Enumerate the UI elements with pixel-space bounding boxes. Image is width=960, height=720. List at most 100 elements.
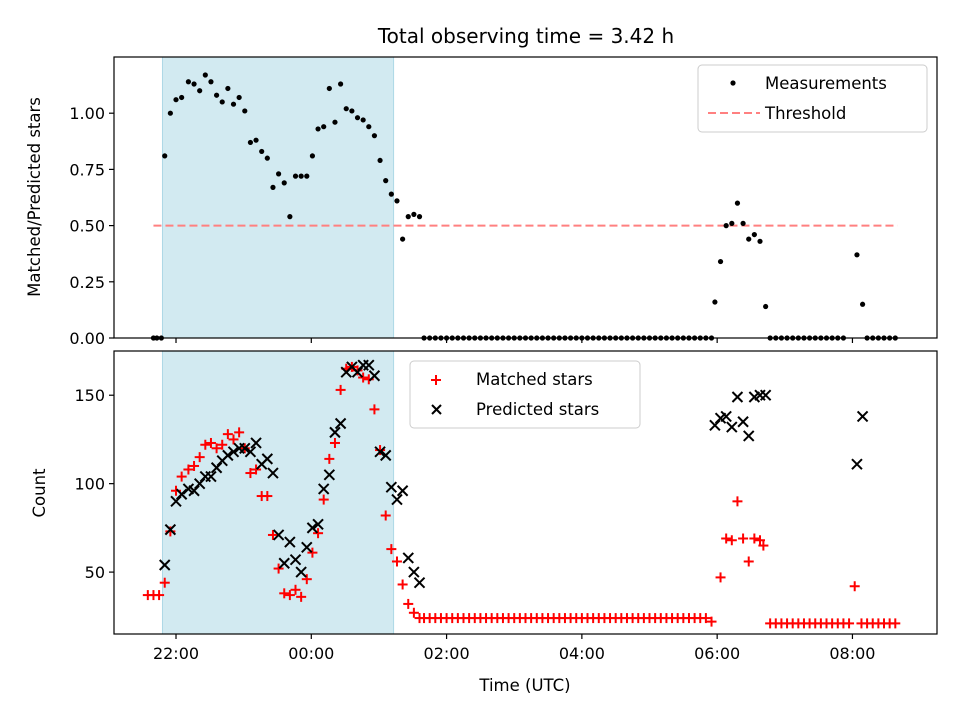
measurement-point <box>292 173 299 179</box>
predicted-star-point <box>250 437 262 449</box>
matched-star-point <box>754 535 765 546</box>
top-y-axis-label: Matched/Predicted stars <box>25 97 44 297</box>
bottom-y-axis-label: Count <box>30 468 49 518</box>
measurement-point <box>213 92 220 98</box>
measurement-point <box>230 101 237 107</box>
measurement-point <box>338 81 344 87</box>
y-tick-label: 0.25 <box>69 273 105 292</box>
y-tick-label: 0.75 <box>69 160 105 179</box>
predicted-star-point <box>278 557 290 569</box>
predicted-star-point <box>306 522 319 534</box>
matched-star-point <box>251 464 262 475</box>
predicted-star-point <box>413 576 426 589</box>
matched-star-point <box>176 471 187 482</box>
measurement-point <box>763 303 769 310</box>
measurement-point <box>219 99 225 105</box>
matched-star-point <box>743 556 754 567</box>
measurement-point <box>854 252 860 258</box>
measurement-point <box>281 180 287 186</box>
matched-star-point <box>386 544 397 555</box>
predicted-star-point <box>856 410 869 423</box>
bottom-legend: Matched stars Predicted stars <box>409 360 641 429</box>
matched-star-point <box>318 494 329 505</box>
measurement-point <box>371 133 378 139</box>
measurement-point <box>405 214 411 220</box>
predicted-star-point <box>261 453 274 465</box>
measurement-point <box>202 72 208 78</box>
shaded-span-rect <box>161 350 395 635</box>
matched-star-point <box>375 445 386 456</box>
chart-title: Total observing time = 3.42 h <box>377 24 674 48</box>
measurement-point <box>185 79 192 85</box>
predicted-star-point <box>329 426 341 439</box>
measurement-point <box>326 85 332 92</box>
matched-star-point <box>211 443 222 454</box>
measurement-point <box>191 81 197 87</box>
x-axis-label: Time (UTC) <box>478 676 570 695</box>
predicted-star-point <box>164 523 177 536</box>
measurement-point <box>757 238 763 244</box>
measurement-point <box>729 220 735 226</box>
matched-star-point <box>721 533 732 544</box>
measurement-point <box>264 155 270 161</box>
measurement-point <box>717 258 724 265</box>
predicted-star-point <box>737 416 749 428</box>
predicted-star-point <box>851 458 863 470</box>
predicted-star-point <box>284 536 296 548</box>
matched-star-point <box>329 437 340 448</box>
predicted-star-point <box>368 370 381 382</box>
matched-star-point <box>205 437 216 448</box>
top-shaded-span <box>161 56 395 339</box>
matched-star-point <box>732 496 743 507</box>
predicted-star-point <box>720 410 732 423</box>
top-x-ticks <box>175 338 854 343</box>
predicted-star-point <box>334 417 347 430</box>
matched-star-point <box>307 547 318 558</box>
predicted-star-point <box>385 481 398 493</box>
predicted-star-point <box>759 389 772 401</box>
top-panel: 0.00 0.25 0.50 0.75 1.00 Matched/Predicted s… <box>25 56 938 348</box>
measurement-point <box>276 171 282 177</box>
predicted-star-point <box>374 446 386 458</box>
matched-star-point <box>200 439 211 450</box>
matched-star-point <box>726 535 737 546</box>
matched-star-point <box>738 533 749 544</box>
measurement-point <box>332 119 338 125</box>
predicted-star-point <box>170 495 182 508</box>
x-tick-label: 08:00 <box>829 644 875 663</box>
matched-star-point <box>194 452 205 463</box>
matched-star-point <box>700 613 711 624</box>
matched-star-point <box>408 607 419 618</box>
measurement-point <box>162 153 168 159</box>
matched-star-point <box>262 491 273 502</box>
top-legend-box <box>697 64 928 133</box>
y-tick-label: 0.00 <box>69 329 105 348</box>
predicted-star-point <box>731 391 744 403</box>
measurement-point <box>411 211 417 217</box>
top-legend: Measurements Threshold <box>697 64 928 133</box>
legend-measurements-label: Measurements <box>765 74 887 93</box>
matched-star-point <box>296 591 307 602</box>
measurement-point <box>859 301 866 307</box>
matched-star-point <box>290 584 301 595</box>
predicted-star-point <box>312 518 324 531</box>
matched-star-point <box>369 404 380 415</box>
predicted-star-point <box>267 467 279 479</box>
matched-star-point <box>890 618 901 629</box>
shaded-span-rect <box>161 56 395 339</box>
matched-star-point <box>279 588 290 599</box>
matched-star-point <box>715 572 726 583</box>
predicted-star-point <box>188 485 200 497</box>
measurement-point <box>236 94 242 101</box>
bottom-y-ticks: 50 100 150 <box>74 386 114 582</box>
predicted-star-point <box>323 469 336 481</box>
matched-star-point <box>222 429 233 440</box>
measurement-point <box>740 220 746 226</box>
legend-matched-marker <box>431 375 441 385</box>
y-tick-label: 1.00 <box>69 104 105 123</box>
legend-matched-label: Matched stars <box>476 370 593 389</box>
measurement-point <box>197 88 203 94</box>
matched-star-point <box>234 427 245 438</box>
legend-threshold-label: Threshold <box>764 104 846 123</box>
predicted-star-point <box>363 359 375 371</box>
